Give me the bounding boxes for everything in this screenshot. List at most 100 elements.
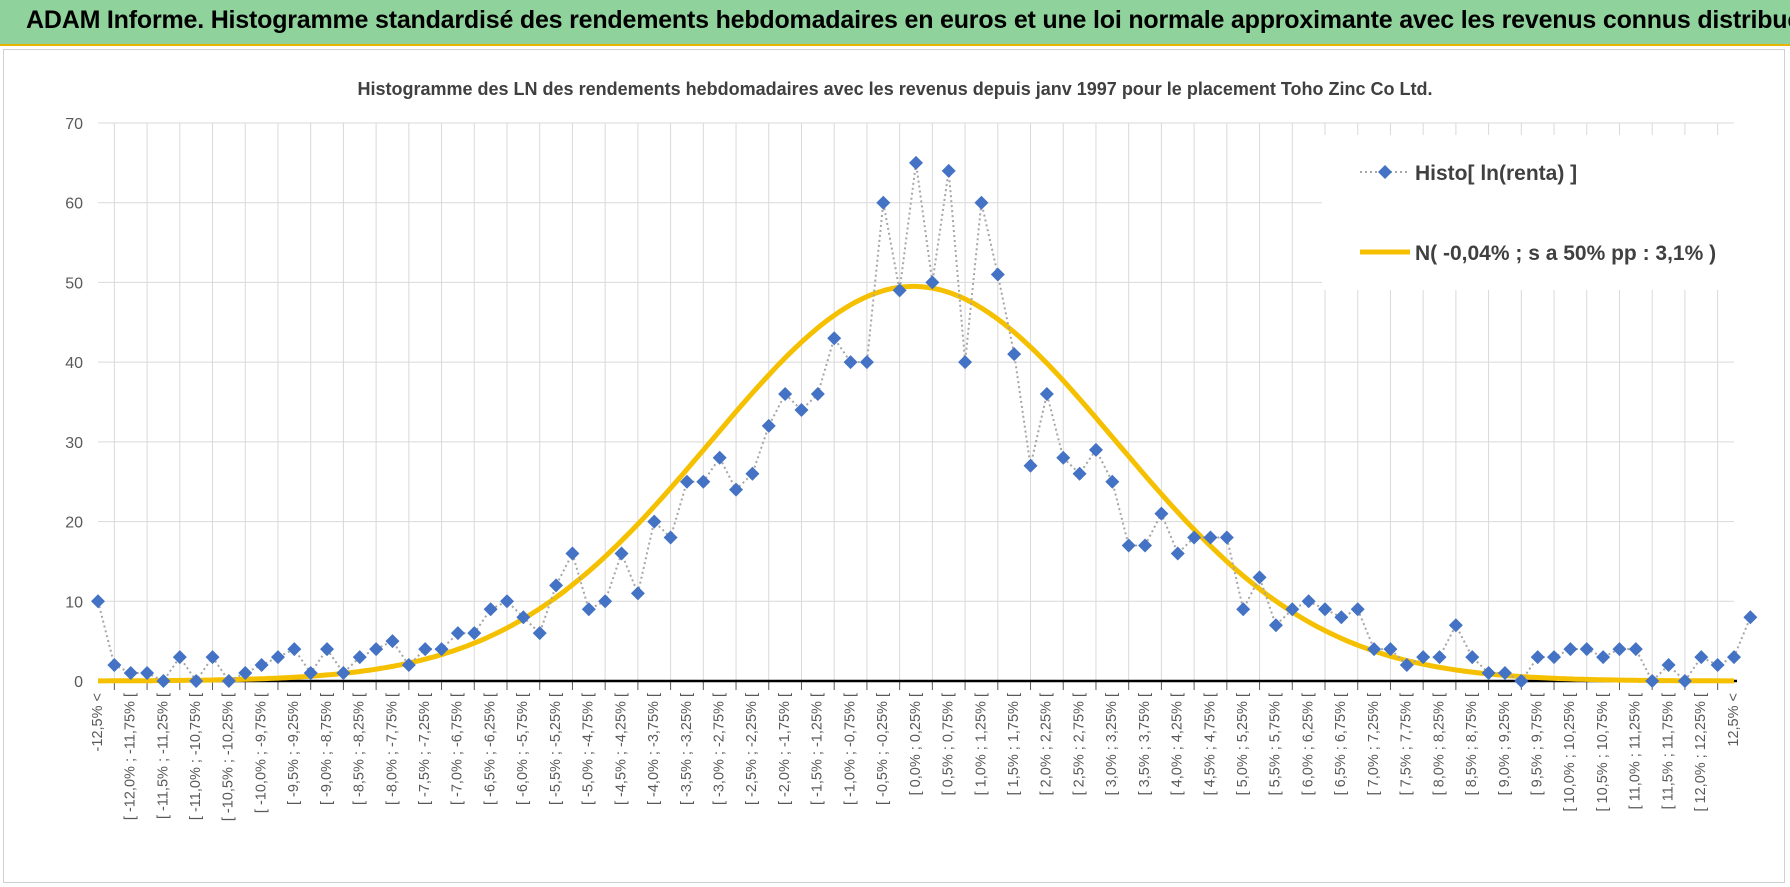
histogram-point <box>1187 530 1202 545</box>
histogram-point <box>1301 594 1316 609</box>
x-tick-label: [ 4,0% ; 4,25% [ <box>1170 693 1186 795</box>
x-tick-label: [ -7,0% ; -6,75% [ <box>450 693 466 805</box>
y-tick-label: 10 <box>65 594 83 611</box>
histogram-point <box>401 658 416 673</box>
histogram-point <box>107 658 122 673</box>
histogram-point <box>1056 450 1071 465</box>
histogram-point <box>336 666 351 681</box>
histogram-point <box>1121 538 1136 553</box>
histogram-point <box>1268 618 1283 633</box>
x-tick-label: [ 8,5% ; 8,75% [ <box>1464 693 1480 795</box>
histogram-point <box>352 650 367 665</box>
histogram-point <box>156 674 171 688</box>
histogram-point <box>598 594 613 609</box>
histogram-point <box>1170 546 1185 561</box>
histogram-point <box>1743 610 1758 625</box>
histogram-point <box>1694 650 1709 665</box>
legend-histo-marker <box>1378 165 1392 179</box>
x-tick-label: [ 5,5% ; 5,75% [ <box>1268 693 1284 795</box>
x-tick-label: 12,5% < <box>1726 693 1742 747</box>
histogram-point <box>270 650 285 665</box>
histogram-point <box>1088 442 1103 457</box>
histogram-series-layer <box>91 155 1758 688</box>
x-tick-label: [ -9,5% ; -9,25% [ <box>286 693 302 805</box>
legend-background <box>1322 135 1742 290</box>
histogram-point <box>1596 650 1611 665</box>
x-tick-label: [ -6,0% ; -5,75% [ <box>515 693 531 805</box>
histogram-point <box>1432 650 1447 665</box>
histogram-point <box>778 387 793 402</box>
histogram-point <box>532 626 547 641</box>
x-tick-label: [ 11,0% ; 11,25% [ <box>1628 693 1644 809</box>
histogram-point <box>1318 602 1332 617</box>
histogram-point <box>843 355 858 370</box>
histogram-point <box>630 586 645 601</box>
histogram-point <box>1023 458 1038 473</box>
histogram-point <box>516 610 531 625</box>
x-tick-label: [ 4,5% ; 4,75% [ <box>1202 693 1218 795</box>
histogram-point <box>1138 538 1153 553</box>
histogram-point <box>1252 570 1267 585</box>
histogram-point <box>941 163 956 178</box>
legend-histo-label: Histo[ ln(renta) ] <box>1415 162 1577 185</box>
x-tick-label: [ 10,5% ; 10,75% [ <box>1595 693 1611 812</box>
histogram-point <box>434 642 449 657</box>
histogram-point <box>761 418 776 433</box>
histogram-point <box>1710 658 1725 673</box>
x-tick-label: [ 12,0% ; 12,25% [ <box>1693 693 1709 812</box>
x-tick-label: [ -10,0% ; -9,75% [ <box>253 693 269 813</box>
histogram-point <box>859 355 874 370</box>
histogram-point <box>1465 650 1480 665</box>
histogram-point <box>140 666 155 681</box>
histogram-point <box>467 626 482 641</box>
histogram-point <box>565 546 580 561</box>
histogram-point <box>958 355 973 370</box>
histogram-point <box>1727 650 1741 665</box>
histogram-point <box>320 642 335 657</box>
x-tick-label: [ 10,0% ; 10,25% [ <box>1562 693 1578 812</box>
header-bar: ADAM Informe. Histogramme standardisé de… <box>0 0 1790 46</box>
histogram-point <box>385 634 400 649</box>
histogram-point <box>205 650 220 665</box>
chart-title: Histogramme des LN des rendements hebdom… <box>358 79 1433 99</box>
x-tick-label: [ 7,0% ; 7,25% [ <box>1366 693 1382 795</box>
x-tick-label: [ 0,5% ; 0,75% [ <box>941 693 957 795</box>
histogram-point <box>287 642 302 657</box>
histogram-point <box>925 275 940 290</box>
histogram-point <box>123 666 138 681</box>
x-tick-label: [ -11,0% ; -10,75% [ <box>188 693 204 820</box>
histogram-point <box>1416 650 1431 665</box>
x-tick-label: [ -4,5% ; -4,25% [ <box>613 693 629 805</box>
y-tick-label: 20 <box>65 515 83 532</box>
histogram-point <box>1677 674 1692 688</box>
histogram-point <box>827 331 842 346</box>
histogram-point <box>679 474 694 489</box>
histogram-point <box>1154 506 1169 521</box>
histogram-point <box>1105 474 1120 489</box>
y-tick-label: 50 <box>65 275 83 292</box>
histogram-point <box>810 387 825 402</box>
histogram-point <box>1367 642 1382 657</box>
histogram-point <box>369 642 384 657</box>
x-tick-label: [ -7,5% ; -7,25% [ <box>417 693 433 805</box>
histogram-point <box>990 267 1005 282</box>
y-tick-label: 70 <box>65 116 83 133</box>
x-tick-label: -12,5% < <box>90 693 106 751</box>
histogram-point <box>172 650 187 665</box>
histogram-point <box>1350 602 1365 617</box>
histogram-point <box>794 402 809 417</box>
histogram-point <box>450 626 465 641</box>
x-tick-label: [ 6,0% ; 6,25% [ <box>1300 693 1316 795</box>
x-tick-label: [ 2,0% ; 2,25% [ <box>1039 693 1055 795</box>
histogram-point <box>91 594 105 609</box>
x-tick-label: [ -6,5% ; -6,25% [ <box>482 693 498 805</box>
histogram-point <box>418 642 433 657</box>
x-tick-label: [ 7,5% ; 7,75% [ <box>1399 693 1415 795</box>
chart-frame <box>3 49 1785 883</box>
x-tick-label: [ -8,0% ; -7,75% [ <box>384 693 400 805</box>
y-tick-label: 60 <box>65 196 83 213</box>
x-tick-label: [ -3,0% ; -2,75% [ <box>712 693 728 805</box>
y-tick-label: 0 <box>74 674 83 691</box>
x-tick-label: [ -8,5% ; -8,25% [ <box>352 693 368 805</box>
